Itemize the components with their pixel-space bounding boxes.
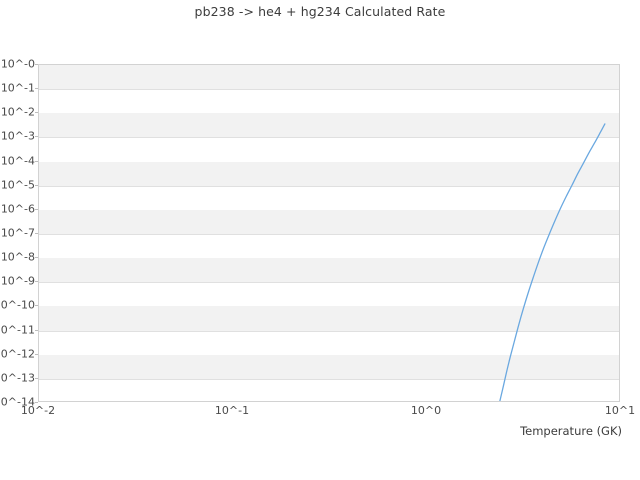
gridline: [39, 330, 619, 332]
axis-band: [39, 161, 619, 186]
x-axis-tick-label: 10^-2: [20, 404, 56, 417]
y-axis-tick-label: 10^-14: [0, 395, 35, 409]
y-axis-tick-mark: [35, 281, 38, 283]
gridline: [39, 282, 619, 284]
x-axis-tick-label: 10^1: [604, 404, 636, 417]
y-axis-tick-label: 10^-6: [0, 202, 35, 216]
y-axis-tick-labels: 10^-0 10^-1 10^-2 10^-3 10^-4 10^-5 10^-6 10^-7…: [0, 0, 38, 480]
gridline: [39, 137, 619, 139]
axis-band: [39, 113, 619, 138]
y-axis-tick-mark: [35, 305, 38, 307]
y-axis-tick-label: 10^-7: [0, 226, 35, 240]
gridline: [39, 378, 619, 380]
y-axis-tick-mark: [35, 377, 38, 379]
axis-band: [39, 209, 619, 234]
axis-band: [39, 65, 619, 90]
y-axis-tick-mark: [35, 184, 38, 186]
y-axis-tick-mark: [35, 160, 38, 162]
y-axis-tick-label: 10^-4: [0, 154, 35, 168]
gridline: [39, 89, 619, 91]
series-curve-layer: [499, 123, 606, 401]
y-axis-tick-label: 10^-11: [0, 323, 35, 337]
y-axis-tick-label: 10^-12: [0, 347, 35, 361]
y-axis-tick-mark: [35, 208, 38, 210]
y-axis-tick-mark: [35, 233, 38, 234]
y-axis-tick-label: 10^-5: [0, 178, 35, 192]
axis-band: [39, 258, 619, 283]
y-axis-tick-mark: [35, 353, 38, 355]
y-axis-tick-mark: [35, 329, 38, 331]
x-axis-tick-label: 10^-1: [214, 404, 250, 417]
axis-band: [39, 354, 619, 379]
y-axis-tick-mark: [35, 257, 38, 259]
y-axis-tick-mark: [35, 402, 38, 403]
y-axis-tick-label: 10^-2: [0, 105, 35, 119]
y-axis-tick-label: 10^-8: [0, 250, 35, 264]
y-axis-tick-label: 10^-3: [0, 129, 35, 143]
y-axis-tick-mark: [35, 88, 38, 90]
line-series-calculated-rate: [499, 123, 606, 401]
gridline: [39, 234, 619, 235]
y-axis-tick-label: 10^-0: [0, 57, 35, 71]
y-axis-tick-mark: [35, 112, 38, 114]
plot-area: [38, 64, 620, 402]
y-axis-tick-label: 10^-9: [0, 274, 35, 288]
page-title: pb238 -> he4 + hg234 Calculated Rate: [194, 4, 446, 19]
y-axis-tick-label: 10^-1: [0, 81, 35, 95]
gridline: [39, 185, 619, 187]
x-axis-tick-label: 10^0: [410, 404, 442, 417]
x-axis-title: Temperature (GK): [520, 424, 622, 438]
y-axis-tick-label: 10^-13: [0, 371, 35, 385]
y-axis-tick-mark: [35, 136, 38, 138]
y-axis-tick-mark: [35, 64, 38, 65]
y-axis-tick-label: 10^-10: [0, 298, 35, 312]
